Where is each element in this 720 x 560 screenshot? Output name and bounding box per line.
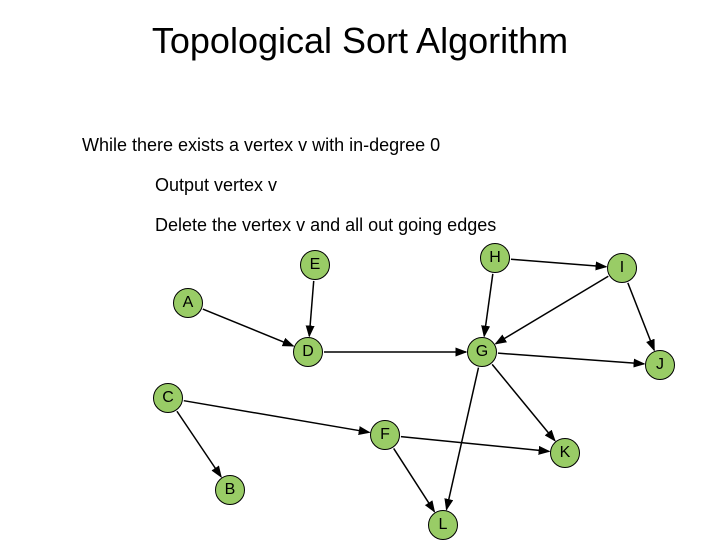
graph-node-D: D — [293, 337, 323, 367]
graph-node-H: H — [480, 243, 510, 273]
graph-node-L: L — [428, 510, 458, 540]
algo-line-2: Output vertex v — [155, 175, 277, 196]
graph-node-K: K — [550, 438, 580, 468]
graph-node-I: I — [607, 253, 637, 283]
graph-node-E: E — [300, 250, 330, 280]
graph-node-A: A — [173, 288, 203, 318]
graph-edge-I-G — [496, 276, 609, 344]
algo-line-3: Delete the vertex v and all out going ed… — [155, 215, 496, 236]
graph-edge-F-K — [401, 437, 549, 452]
graph-edge-G-L — [447, 368, 479, 510]
graph-edge-I-J — [628, 283, 654, 350]
graph-node-C: C — [153, 383, 183, 413]
graph-edge-E-D — [309, 281, 313, 336]
graph-edge-C-F — [184, 401, 369, 433]
graph-node-J: J — [645, 350, 675, 380]
slide-title: Topological Sort Algorithm — [0, 20, 720, 62]
algo-line-1: While there exists a vertex v with in-de… — [82, 135, 440, 156]
graph-edge-G-K — [492, 364, 555, 440]
graph-edges — [0, 20, 720, 560]
graph-node-B: B — [215, 475, 245, 505]
graph-edge-C-B — [177, 411, 221, 476]
graph-edge-A-D — [203, 309, 293, 346]
graph-edge-F-L — [394, 448, 435, 511]
graph-edge-H-G — [484, 274, 493, 336]
graph-node-F: F — [370, 420, 400, 450]
graph-edge-H-I — [511, 259, 606, 266]
graph-node-G: G — [467, 337, 497, 367]
graph-edge-G-J — [498, 353, 644, 364]
